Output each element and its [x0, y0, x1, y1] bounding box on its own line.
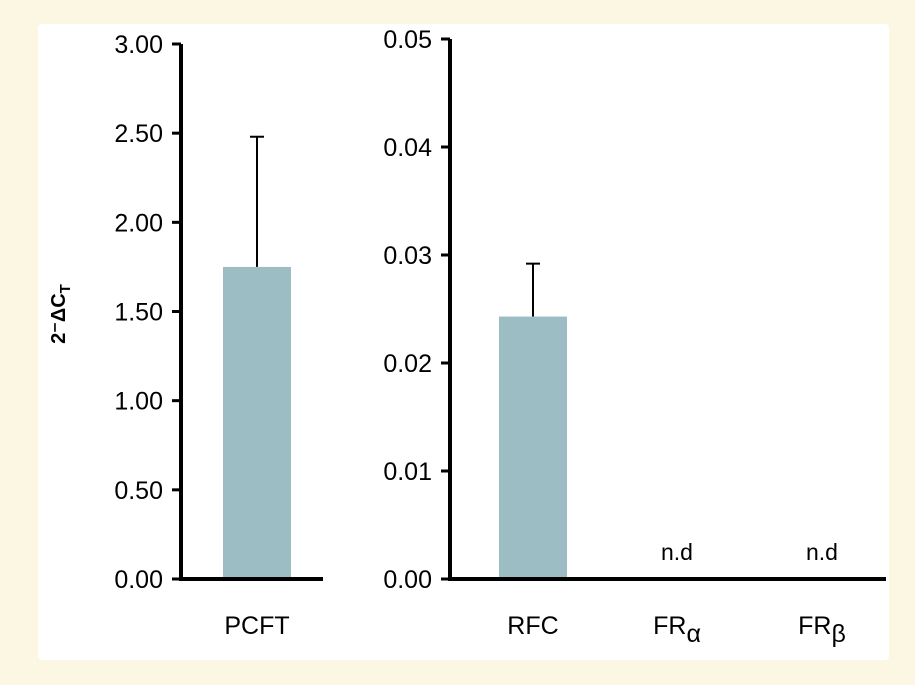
x-tick-label: RFC	[507, 612, 558, 640]
y-axis-label: 2⁻ΔCT	[48, 284, 74, 344]
y-tick-label: 2.50	[114, 120, 163, 148]
y-tick-label: 3.00	[114, 31, 163, 59]
y-tick-label: 0.00	[383, 566, 432, 594]
y-tick-label: 0.05	[383, 26, 432, 54]
x-tick-label: FRα	[653, 612, 701, 648]
chart-svg: PCFT 0.00 0.50 1.00 1.50 2.00 2.50 3.00 2⁻ΔCT RFC…	[48, 26, 886, 648]
y-tick-label: 1.50	[114, 299, 163, 327]
x-tick-subscript: β	[831, 620, 845, 648]
y-tick-label: 0.03	[383, 242, 432, 270]
y-tick-label: 1.00	[114, 388, 163, 416]
bar-rfc	[499, 316, 567, 579]
y-tick-label: 0.00	[114, 566, 163, 594]
chart-panel-1: PCFT 0.00 0.50 1.00 1.50 2.00 2.50 3.00 2⁻ΔCT	[48, 31, 323, 640]
y-tick-label: 0.02	[383, 350, 432, 378]
chart-frame: PCFT 0.00 0.50 1.00 1.50 2.00 2.50 3.00 2⁻ΔCT RFC…	[38, 24, 889, 660]
not-detected-label: n.d	[806, 539, 838, 565]
y-tick-label: 0.01	[383, 458, 432, 486]
chart-panel-2: RFC n.d FRα n.d FRβ 0.00 0.01 0.02 0.03 0.04 0.05	[383, 26, 886, 648]
bar-pcft	[223, 266, 291, 579]
y-tick-label: 0.50	[114, 477, 163, 505]
x-tick-label: FRβ	[798, 612, 846, 648]
y-tick-label: 0.04	[383, 134, 432, 162]
x-tick-label: PCFT	[224, 612, 289, 640]
y-tick-label: 2.00	[114, 209, 163, 237]
y-axis-label-subscript: T	[57, 284, 74, 293]
x-tick-subscript: α	[686, 620, 700, 648]
not-detected-label: n.d	[661, 539, 693, 565]
